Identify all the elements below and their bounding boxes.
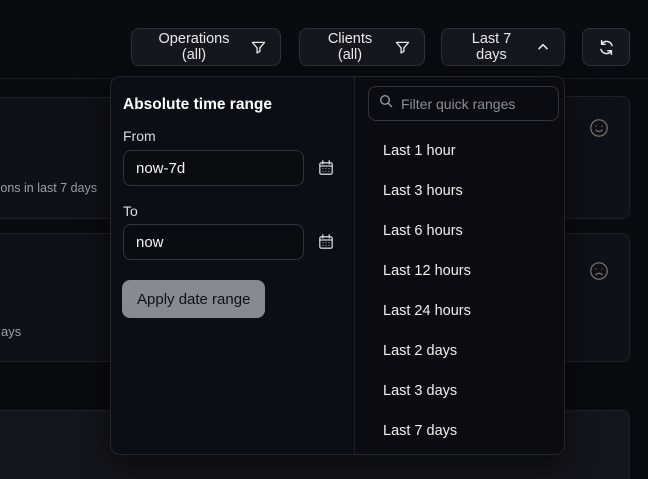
from-calendar-button[interactable]	[317, 160, 335, 178]
quick-ranges-section: Last 1 hour Last 3 hours Last 6 hours La…	[354, 77, 564, 454]
funnel-icon	[251, 40, 266, 55]
quick-range-item[interactable]: Last 7 days	[383, 423, 458, 439]
search-icon	[379, 94, 393, 113]
absolute-time-range-section: Absolute time range From To	[111, 77, 354, 454]
calendar-icon	[319, 234, 333, 249]
quick-range-item[interactable]: Last 6 hours	[383, 223, 463, 239]
from-label: From	[123, 128, 156, 144]
time-range-label: Last 7 days	[471, 31, 512, 63]
apply-date-range-button[interactable]: Apply date range	[122, 280, 266, 318]
refresh-icon	[598, 39, 615, 56]
quick-range-item[interactable]: Last 1 hour	[383, 143, 456, 159]
quick-range-item[interactable]: Last 3 days	[383, 383, 458, 399]
to-label: To	[123, 203, 138, 219]
quick-ranges-list: Last 1 hour Last 3 hours Last 6 hours La…	[355, 131, 564, 451]
refresh-button[interactable]	[582, 28, 630, 66]
quick-range-item[interactable]: Last 24 hours	[383, 303, 471, 319]
time-picker-dropdown: Absolute time range From To	[110, 76, 565, 455]
time-range-button[interactable]: Last 7 days	[441, 28, 565, 66]
quick-range-item[interactable]: Last 3 hours	[383, 183, 463, 199]
chevron-up-icon	[536, 40, 550, 54]
frown-face-icon	[589, 261, 609, 281]
to-calendar-button[interactable]	[317, 234, 335, 252]
calendar-icon	[319, 160, 333, 175]
smiley-face-icon	[589, 118, 609, 138]
operations-filter-button[interactable]: Operations (all)	[131, 28, 281, 66]
quick-range-item[interactable]: Last 2 days	[383, 343, 458, 359]
absolute-time-range-title: Absolute time range	[123, 96, 272, 113]
quick-ranges-filter-input[interactable]	[401, 95, 548, 112]
quick-range-item[interactable]: Last 12 hours	[383, 263, 471, 279]
clients-filter-label: Clients (all)	[327, 31, 373, 63]
card-caption-text: ays	[1, 324, 22, 339]
operations-filter-label: Operations (all)	[158, 31, 230, 63]
to-input[interactable]	[123, 224, 304, 260]
card-caption-text: ations in last 7 days	[0, 181, 97, 195]
clients-filter-button[interactable]: Clients (all)	[299, 28, 425, 66]
funnel-icon	[395, 40, 410, 55]
quick-ranges-filter[interactable]	[368, 86, 559, 121]
from-input[interactable]	[123, 150, 304, 186]
